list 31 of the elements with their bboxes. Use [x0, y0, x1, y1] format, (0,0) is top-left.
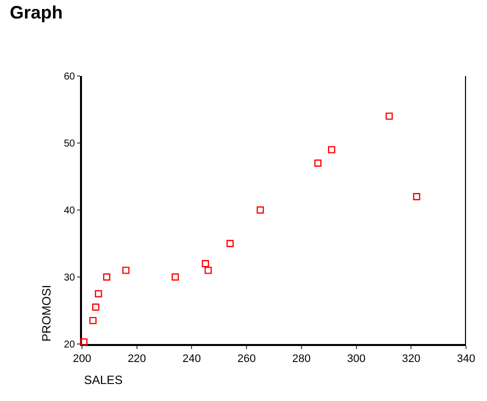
x-tick-label: 320 [402, 353, 420, 366]
point [386, 112, 393, 120]
point [314, 160, 322, 167]
x-tick-label: 220 [128, 353, 146, 366]
point [94, 290, 102, 298]
point [202, 260, 210, 268]
x-tick-label: 240 [182, 353, 201, 366]
point [103, 273, 110, 281]
y-tick-label: 30 [64, 272, 76, 284]
x-tick-label: 280 [292, 353, 311, 366]
point [92, 304, 100, 311]
y-tick-label: 40 [64, 206, 76, 216]
point [80, 338, 88, 346]
point [256, 206, 264, 214]
x-tick-label: 340 [456, 353, 476, 366]
point [328, 146, 336, 154]
x-tick-label: 260 [237, 353, 256, 366]
x-tick-label: 200 [72, 353, 92, 366]
point [172, 273, 179, 281]
y-tick-label: 60 [64, 72, 76, 82]
x-axis-title: SALES [84, 373, 123, 387]
point [122, 266, 130, 274]
point [226, 240, 234, 248]
chart-title: Graph [10, 2, 63, 23]
point [413, 193, 420, 200]
point [204, 266, 212, 274]
point [89, 316, 97, 324]
x-tick-label: 300 [347, 353, 366, 366]
y-tick-label: 50 [64, 138, 76, 150]
y-tick-label: 20 [64, 340, 76, 350]
y-axis-title: PROMOSI [40, 284, 54, 342]
